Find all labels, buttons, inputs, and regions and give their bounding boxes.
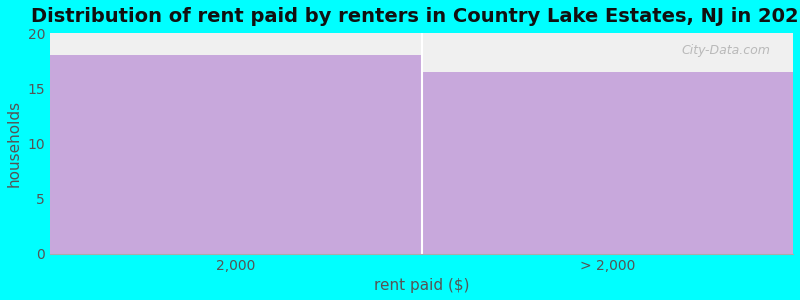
Title: Distribution of rent paid by renters in Country Lake Estates, NJ in 2022: Distribution of rent paid by renters in …: [31, 7, 800, 26]
X-axis label: rent paid ($): rent paid ($): [374, 278, 470, 293]
Text: City-Data.com: City-Data.com: [682, 44, 770, 57]
Y-axis label: households: households: [7, 100, 22, 187]
